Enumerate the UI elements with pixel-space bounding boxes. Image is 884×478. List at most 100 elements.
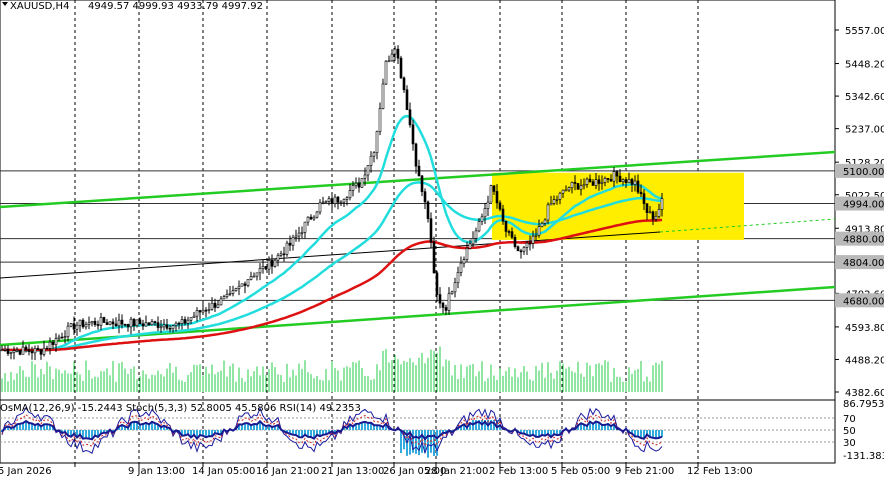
candle-body <box>201 309 205 313</box>
indicator-tick-label: 50 <box>843 426 856 437</box>
candle-body <box>408 109 412 126</box>
rsi-line <box>1 419 663 441</box>
candle-body <box>78 319 82 326</box>
candle-body <box>657 209 661 217</box>
dropdown-triangle-icon[interactable] <box>2 2 8 6</box>
candle-body <box>0 349 4 352</box>
candle-body <box>36 348 40 350</box>
candle-body <box>582 184 586 187</box>
candle-body <box>645 203 649 213</box>
candle-body <box>498 202 502 210</box>
candle-body <box>111 321 115 325</box>
candle-body <box>624 179 628 183</box>
price-level-text: 4804.00 <box>843 258 884 269</box>
candle-body <box>330 198 334 204</box>
candle-body <box>87 322 91 325</box>
candle-body <box>237 285 241 289</box>
candle-body <box>282 253 286 256</box>
candle-body <box>423 191 427 203</box>
candle-body <box>315 211 319 218</box>
x-tick-label: 9 Jan 13:00 <box>128 466 185 477</box>
indicator-caption: OsMA(12,26,9) -15.2443 Stoch(5,3,3) 52.8… <box>0 403 361 414</box>
candle-body <box>465 248 469 260</box>
candle-body <box>450 291 454 295</box>
candle-body <box>348 190 352 198</box>
candle-body <box>249 276 253 280</box>
candle-body <box>327 198 331 202</box>
candle-body <box>627 179 631 183</box>
time-axis: 5 Jan 2026 9 Jan 13:00 14 Jan 05:00 16 Jan … <box>0 463 753 477</box>
candle-body <box>294 235 298 238</box>
candle-body <box>369 155 373 166</box>
candle-body <box>300 231 304 234</box>
candle-body <box>228 292 232 295</box>
candle-body <box>444 307 448 311</box>
candle-body <box>312 216 316 220</box>
candle-body <box>462 259 466 264</box>
consolidation-rect <box>492 172 744 240</box>
candle-body <box>51 341 55 345</box>
candle-body <box>471 238 475 245</box>
candle-body <box>18 349 22 355</box>
candle-body <box>195 310 199 317</box>
y-tick-label: 5237.00 <box>845 125 884 136</box>
price-axis: 5557.00 5448.20 5342.60 5237.00 5128.20 5022.… <box>835 26 884 399</box>
candle-body <box>39 349 43 355</box>
candle-body <box>351 185 355 191</box>
candle-body <box>438 294 442 304</box>
candle-body <box>384 60 388 85</box>
price-level-tag <box>835 255 884 270</box>
candle-body <box>603 178 607 183</box>
candle-body <box>405 89 409 111</box>
ema-mid-line <box>2 181 662 352</box>
candle-body <box>159 326 163 329</box>
candle-body <box>564 189 568 192</box>
indicator-tick-label: 86.7953 <box>843 399 884 410</box>
candle-body <box>291 237 295 246</box>
candle-body <box>66 325 70 337</box>
indicator-tick-label: 70 <box>843 414 856 425</box>
candle-body <box>609 179 613 182</box>
candle-body <box>219 298 223 306</box>
price-level-text: 4680.00 <box>843 296 884 307</box>
candle-body <box>468 243 472 249</box>
candle-body <box>507 231 511 233</box>
candle-body <box>144 322 148 327</box>
price-level-tag <box>835 196 884 211</box>
candle-body <box>45 347 49 350</box>
y-tick-label: 5128.20 <box>845 158 884 169</box>
candle-body <box>309 216 313 220</box>
candle-body <box>285 242 289 255</box>
candle-body <box>186 319 190 324</box>
candle-body <box>414 143 418 167</box>
candle-body <box>6 348 10 354</box>
candle-body <box>267 260 271 270</box>
candle-body <box>9 352 13 354</box>
candle-body <box>24 346 28 351</box>
candle-body <box>429 218 433 243</box>
candle-body <box>171 325 175 330</box>
candle-body <box>273 259 277 267</box>
x-tick-label: 16 Jan 21:00 <box>256 466 319 477</box>
indicator-tick-label: 30 <box>843 438 856 449</box>
x-tick-label: 26 Jan 05:00 <box>383 466 446 477</box>
volume-bars <box>1 346 663 392</box>
stoch-main-line <box>1 406 663 455</box>
candle-body <box>570 182 574 189</box>
candle-body <box>531 235 535 244</box>
candle-body <box>387 60 391 63</box>
candle-body <box>489 185 493 203</box>
candle-body <box>621 179 625 183</box>
candle-body <box>117 319 121 327</box>
candle-body <box>99 317 103 326</box>
candles <box>0 45 664 361</box>
candle-body <box>339 201 343 204</box>
candle-body <box>579 185 583 190</box>
candle-body <box>57 336 61 339</box>
candle-body <box>33 348 37 354</box>
candle-body <box>447 293 451 311</box>
candle-body <box>90 321 94 324</box>
y-tick-label: 5448.20 <box>845 60 884 71</box>
candle-body <box>69 323 73 327</box>
price-level-text: 5100.00 <box>843 167 884 178</box>
